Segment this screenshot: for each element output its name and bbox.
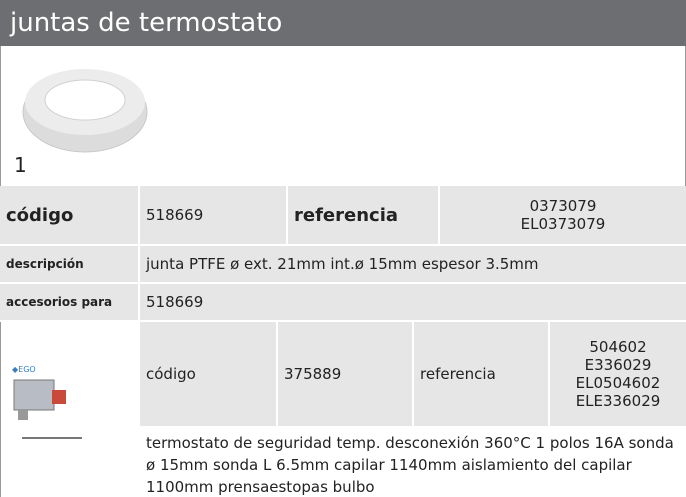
accessory-reference-label: referencia: [414, 322, 548, 426]
header-title: juntas de termostato: [0, 0, 686, 46]
accessory-code: 375889: [278, 322, 412, 426]
accessories-label: accesorios para: [0, 284, 138, 320]
svg-text:◆EGO: ◆EGO: [12, 365, 36, 374]
accessory-description: termostato de seguridad temp. desconexió…: [146, 434, 674, 496]
thermostat-image: ◆EGO: [12, 365, 82, 439]
references: 0373079 EL0373079: [440, 186, 686, 244]
reference-label: referencia: [288, 186, 438, 244]
reference: E336029: [584, 356, 652, 374]
accessory-code-label: código: [140, 322, 276, 426]
accessories: 518669: [140, 284, 686, 320]
reference: 504602: [589, 338, 647, 356]
description-label: descripción: [0, 246, 138, 282]
accessory-references: 504602 E336029 EL0504602 ELE336029: [550, 322, 686, 426]
reference: ELE336029: [575, 392, 661, 410]
reference: EL0373079: [520, 215, 606, 233]
code: 518669: [140, 186, 286, 244]
reference: 0373079: [529, 197, 597, 215]
image-label: 1: [14, 153, 27, 177]
accessory-image-cell: [0, 322, 138, 497]
code-label: código: [0, 186, 138, 244]
description: junta PTFE ø ext. 21mm int.ø 15mm espeso…: [140, 246, 686, 282]
reference: EL0504602: [575, 374, 661, 392]
gasket-image: [22, 69, 148, 153]
